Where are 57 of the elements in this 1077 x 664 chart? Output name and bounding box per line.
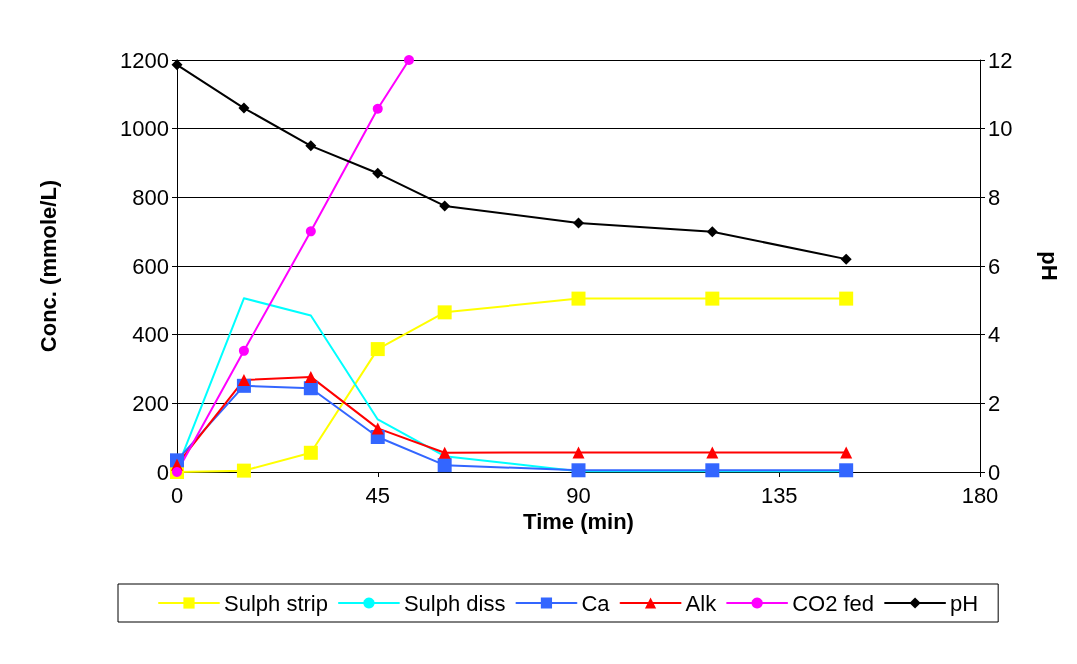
y-tick-label: 0	[156, 459, 169, 485]
y2-tick-label: 4	[988, 322, 1001, 348]
point	[370, 342, 385, 357]
x-axis-title: Time (min)	[523, 509, 634, 535]
legend-label: Sulph strip	[224, 590, 328, 616]
y-tick-label: 600	[132, 253, 169, 279]
point	[371, 422, 384, 435]
y-tick-label: 400	[132, 322, 169, 348]
point	[438, 446, 451, 459]
legend-label: Sulph diss	[403, 590, 506, 616]
y-axis-title: Conc. (mmole/L)	[35, 179, 61, 353]
y-tick-label: 1000	[120, 116, 169, 142]
point	[403, 55, 414, 65]
point	[171, 59, 183, 71]
y2-tick-label: 10	[988, 116, 1013, 142]
y-tick-label: 200	[132, 390, 169, 416]
point	[305, 140, 317, 152]
point	[305, 226, 316, 237]
point	[839, 463, 854, 478]
y2-tick-label: 0	[988, 459, 1001, 485]
y2-tick-label: 2	[988, 390, 1001, 416]
point	[439, 200, 451, 212]
y2-axis-title: pH	[1036, 251, 1062, 281]
x-tick-label: 45	[365, 482, 390, 508]
point	[571, 291, 586, 306]
point	[237, 373, 250, 386]
x-tick-label: 180	[961, 482, 999, 508]
point	[572, 446, 585, 459]
legend-label: CO2 fed	[792, 590, 875, 616]
y2-tick-label: 12	[988, 47, 1013, 73]
point	[705, 291, 720, 306]
point	[705, 463, 720, 478]
point	[238, 345, 249, 356]
point	[303, 445, 318, 460]
x-tick-label: 90	[566, 482, 591, 508]
y-tick-label: 800	[132, 184, 169, 210]
point	[571, 463, 586, 478]
point	[236, 463, 251, 478]
x-tick-label: 135	[760, 482, 798, 508]
point	[372, 103, 383, 114]
y-tick-label: 1200	[120, 47, 169, 73]
point	[839, 291, 854, 306]
point	[238, 102, 250, 114]
point	[706, 226, 718, 238]
point	[372, 167, 384, 179]
point	[706, 446, 719, 459]
legend-label: pH	[950, 590, 979, 616]
point	[437, 305, 452, 320]
point	[304, 370, 317, 383]
y2-tick-label: 6	[988, 253, 1001, 279]
legend-label: Ca	[581, 590, 611, 616]
y2-tick-label: 8	[988, 184, 1001, 210]
point	[573, 217, 584, 229]
legend-label: Alk	[685, 590, 718, 616]
point	[840, 253, 852, 265]
point	[840, 446, 853, 459]
point	[437, 458, 452, 473]
